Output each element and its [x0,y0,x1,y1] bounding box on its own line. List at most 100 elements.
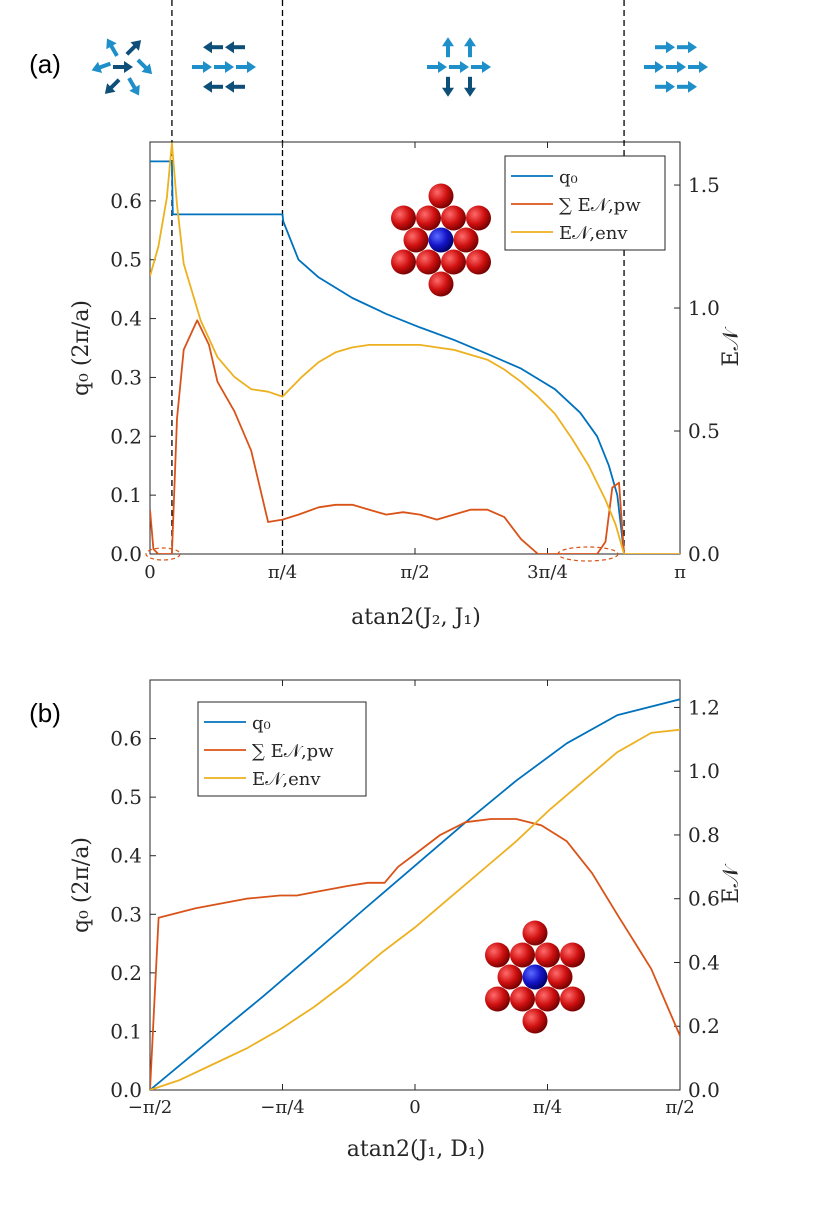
x-tick-label-3: 3π/4 [527,562,568,583]
ferro-arrow-icon-5 [655,80,675,93]
ferro-arrow-icon-4 [688,61,708,73]
x-tick-label-1: −π/4 [260,1097,304,1118]
y-axis-label: q₀ (2π/a) [69,300,94,396]
vortex-arrow-icon-2-head [91,61,103,73]
lattice-icon-a-red-atom-5 [403,227,429,253]
updown-arrow-icon-1 [464,37,476,58]
series-line-1 [150,319,625,554]
stripe-arrow-icon-5-head [203,80,212,93]
y2-tick-label-1: 0.5 [688,419,720,443]
vortex-arrow-icon-0 [106,38,119,57]
ferro-arrow-icon-2 [644,61,664,73]
updown-arrow-icon-3 [449,61,469,73]
lattice-icon-b-red-atom-8 [535,986,560,1012]
updown-arrow-icon-1-head [464,37,476,47]
stripe-arrow-icon-1-head [225,41,234,54]
ferro-arrow-icon-1-head [688,41,697,54]
y2-tick-label-4: 0.8 [688,823,720,847]
stripe-arrow-icon-4 [236,61,256,73]
ferro-arrow-icon-6 [677,80,697,93]
vortex-arrow-icon-5 [104,78,121,94]
ferro-arrow-icon-3-head [677,61,686,73]
lattice-icon-a-red-atom-10 [466,249,491,275]
y2-tick-label-3: 0.6 [688,887,720,911]
lattice-icon-a-blue-atom [428,227,454,253]
zero-region-marker-1 [557,546,619,562]
vortex-arrow-icon-6 [127,77,140,96]
chart-a: 0 π/4 π/2 3π/4 π0.00.10.20.30.40.50.60.00.51… [29,0,744,630]
y2-tick-label-0: 0.0 [688,1078,720,1102]
stripe-arrow-icon-6 [225,80,245,93]
vortex-arrow-icon-6-head [129,84,140,96]
stripe-arrow-icon-3-head [225,61,234,73]
stripe-arrow-icon-2-head [203,61,212,73]
legend-entry-0: q₀ [559,167,578,188]
lattice-icon-a-red-atom-8 [441,249,466,275]
y-tick-label-6: 0.6 [110,727,142,751]
updown-arrow-icon-5 [442,76,454,97]
x-tick-label-1: π/4 [268,562,297,583]
ferro-arrow-icon-0-head [666,41,675,54]
y-tick-label-0: 0.0 [110,1078,142,1102]
y-tick-label-3: 0.3 [110,365,142,389]
x-tick-label-3: π/4 [533,1097,562,1118]
lattice-icon-b-red-atom-9 [485,986,510,1012]
ferro-arrow-icon-4-head [699,61,708,73]
legend-box [197,701,367,797]
y-tick-label-2: 0.2 [110,961,142,985]
vortex-arrow-icon-2 [91,61,112,73]
lattice-icon-b-red-atom-3 [485,942,510,968]
stripe-arrow-icon-5 [203,80,223,93]
legend-box [504,155,666,251]
stripe-arrow-icon-6-head [225,80,234,93]
updown-arrow-icon-2-head [438,61,447,73]
vortex-arrow-icon-4-head [141,63,153,75]
y-axis-label: q₀ (2π/a) [69,837,94,933]
ferro-arrow-icon-0 [655,41,675,54]
lattice-icon-a-red-atom-7 [416,249,441,275]
ferro-arrow-icon-5-head [666,80,675,93]
legend-entry-1: ∑ E𝒩,pw [559,195,641,216]
x-tick-label-4: π [674,562,686,583]
vortex-arrow-icon-3-head [124,61,133,73]
lattice-icon-b-red-atom-2 [535,942,560,968]
series-line-2 [150,728,680,1090]
plot-area [150,698,680,1090]
updown-arrow-icon-5-head [442,87,454,97]
y2-tick-label-6: 1.2 [688,695,720,719]
updown-arrow-icon-6-head [464,87,476,97]
y-tick-label-5: 0.5 [110,248,142,272]
lattice-icon-b-red-atom-6 [547,964,573,990]
ferro-arrow-icon-1 [677,41,697,54]
y2-tick-label-2: 1.0 [688,296,720,320]
updown-arrow-icon-6 [464,76,476,97]
legend-entry-1: ∑ E𝒩,pw [252,741,334,762]
panel-label: (a) [29,49,61,79]
lattice-icon-b-red-atom-7 [510,986,535,1012]
chart-b: −π/2 −π/4 0 π/4 π/20.00.10.20.30.40.50.60.00… [29,679,744,1162]
lattice-icon-b [485,920,585,1034]
lattice-icon-a-red-atom-9 [391,249,416,275]
updown-arrow-icon-3-head [460,61,469,73]
updown-arrow-icon-4-head [482,61,491,73]
x-tick-label-4: π/2 [665,1097,694,1118]
x-axis-label: atan2(J₁, D₁) [347,1137,486,1162]
y2-tick-label-3: 1.5 [688,173,720,197]
legend-entry-2: E𝒩,env [559,223,628,244]
vortex-arrow-icon-1-head [130,40,142,51]
lattice-icon-a-red-atom-2 [441,205,466,231]
y2-tick-label-1: 0.2 [688,1014,720,1038]
y-tick-label-4: 0.4 [110,307,142,331]
stripe-arrow-icon-0-head [203,41,212,54]
lattice-icon-a-red-atom-4 [466,205,491,231]
lattice-icon-a-red-atom-0 [428,183,454,209]
y-tick-label-1: 0.1 [110,483,142,507]
y2-tick-label-0: 0.0 [688,542,720,566]
plot-area [150,142,680,554]
y-tick-label-5: 0.5 [110,785,142,809]
x-axis-label: atan2(J₂, J₁) [351,605,481,630]
ferro-arrow-icon-2-head [655,61,664,73]
updown-arrow-icon-4 [471,61,491,73]
lattice-icon-b-red-atom-4 [560,942,585,968]
